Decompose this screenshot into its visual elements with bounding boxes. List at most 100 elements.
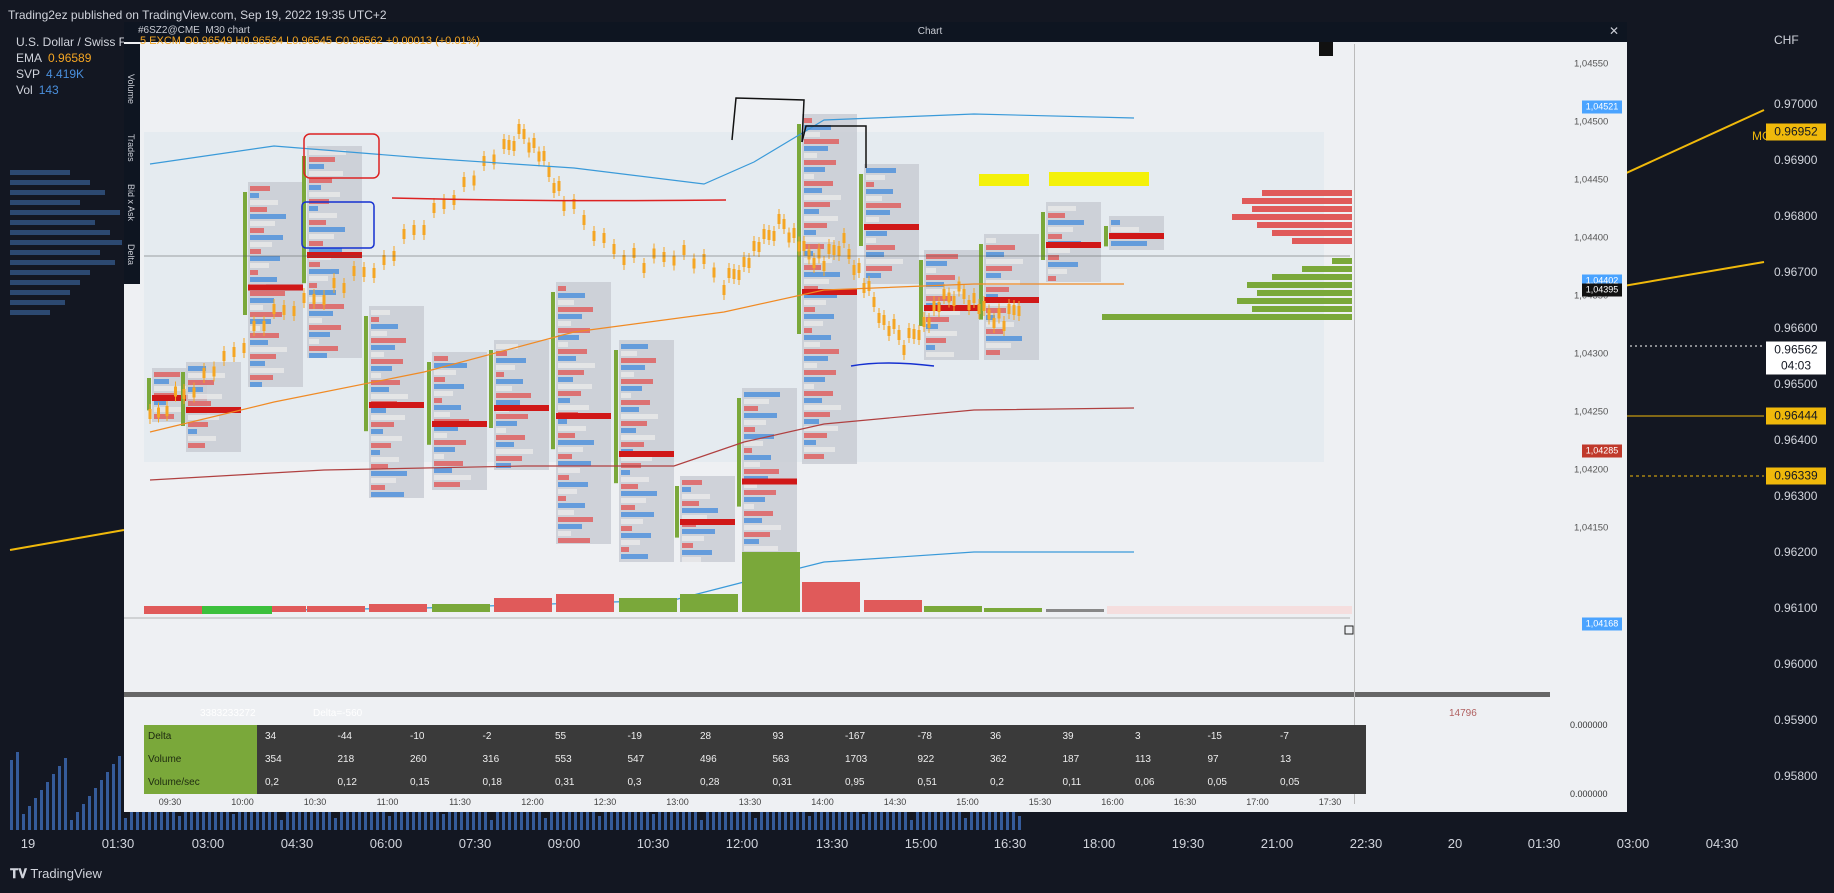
cluster-level bbox=[986, 322, 1014, 327]
time-tick: 13:30 bbox=[815, 836, 849, 851]
stats-cell: 0,95 bbox=[845, 777, 865, 788]
outer-volume-bar bbox=[340, 810, 343, 830]
outer-volume-bar bbox=[604, 808, 607, 830]
candle-body bbox=[897, 330, 901, 340]
candle-body bbox=[192, 387, 196, 398]
svp-value: 4.419K bbox=[46, 67, 85, 81]
candle-body bbox=[872, 297, 876, 307]
cluster-level bbox=[558, 398, 570, 403]
legend-svp[interactable]: SVP 4.419K bbox=[16, 66, 149, 82]
tradingview-logo[interactable]: 𝐓𝐕 TradingView bbox=[10, 866, 102, 882]
pane-close-button[interactable] bbox=[1344, 625, 1354, 635]
cluster-poc bbox=[802, 289, 857, 295]
inner-price-axis[interactable]: 1,045501,045001,044501,044001,043501,043… bbox=[1568, 44, 1626, 804]
cluster-level bbox=[558, 482, 588, 487]
close-icon[interactable]: ✕ bbox=[1608, 24, 1619, 38]
cluster-level bbox=[804, 209, 819, 214]
cluster-level bbox=[804, 237, 835, 242]
candle-body bbox=[877, 313, 881, 323]
cluster-level bbox=[558, 447, 583, 452]
inner-symbol[interactable]: #6SZ2@CME M30 chart bbox=[138, 25, 250, 36]
cluster-level bbox=[682, 501, 699, 506]
vwap-lower bbox=[149, 407, 1135, 481]
candle-body bbox=[502, 139, 506, 149]
stats-cell: 0,2 bbox=[265, 777, 279, 788]
outer-volume-bar bbox=[556, 802, 559, 830]
candle-body bbox=[652, 248, 656, 259]
tab-volume[interactable]: Volume bbox=[126, 74, 136, 105]
candle-body bbox=[222, 351, 226, 361]
cluster-level bbox=[434, 433, 447, 438]
price-tick: 0.96000 bbox=[1774, 657, 1818, 671]
candle-body bbox=[867, 281, 871, 291]
price-tick: 0.96200 bbox=[1774, 545, 1818, 559]
cluster-level bbox=[496, 428, 506, 433]
cluster-level bbox=[804, 216, 838, 221]
cluster-level bbox=[558, 314, 582, 319]
cluster-level bbox=[621, 491, 657, 496]
cluster-level bbox=[434, 377, 445, 382]
cluster-level bbox=[804, 321, 823, 326]
inner-side-tabs[interactable]: Volume Trades Bid x Ask Delta bbox=[124, 44, 140, 284]
cluster-level bbox=[371, 366, 392, 371]
candle-body bbox=[262, 321, 266, 331]
inner-price-tick: 1,04250 bbox=[1574, 406, 1609, 418]
cluster-level bbox=[250, 228, 264, 233]
tab-trades[interactable]: Trades bbox=[126, 134, 136, 162]
price-tag: 0.96444 bbox=[1766, 407, 1826, 425]
price-tick: 0.96800 bbox=[1774, 209, 1818, 223]
scrollbar[interactable] bbox=[124, 692, 1550, 697]
footprint-chart-window[interactable] bbox=[124, 22, 1627, 812]
cluster-level bbox=[621, 470, 630, 475]
candle-body bbox=[747, 258, 751, 268]
outer-volume-bar bbox=[808, 816, 811, 830]
cluster-level bbox=[804, 146, 828, 151]
stats-row-label: Volume bbox=[144, 748, 257, 771]
cluster-level bbox=[804, 160, 836, 165]
legend-ema[interactable]: EMA 0.96589 bbox=[16, 50, 149, 66]
cluster-side-bar bbox=[147, 378, 151, 411]
outer-volume-bar bbox=[760, 810, 763, 830]
tab-bid-ask[interactable]: Bid x Ask bbox=[126, 184, 136, 222]
cluster-level bbox=[1048, 255, 1059, 260]
cluster-level bbox=[804, 139, 839, 144]
footprint-chart-canvas[interactable] bbox=[124, 22, 1627, 812]
cluster-level bbox=[558, 293, 585, 298]
symbol-legend: U.S. Dollar / Swiss Franc EMA 0.96589 SVP… bbox=[16, 34, 149, 98]
inner-time-tick: 12:30 bbox=[593, 797, 617, 807]
cluster-level bbox=[621, 428, 636, 433]
cluster-level bbox=[309, 157, 335, 162]
cluster-level bbox=[154, 372, 180, 377]
candle-body bbox=[547, 167, 551, 177]
profile-bar bbox=[1272, 274, 1352, 280]
tab-delta[interactable]: Delta bbox=[126, 244, 136, 266]
time-tick: 07:30 bbox=[458, 836, 492, 851]
footer-bar bbox=[0, 862, 1834, 893]
candle-body bbox=[902, 345, 906, 355]
stats-cell: -19 bbox=[627, 731, 642, 742]
cluster-level bbox=[309, 262, 320, 267]
candle-body bbox=[202, 368, 206, 378]
candle-body bbox=[847, 249, 851, 259]
footer-right-bar bbox=[1107, 606, 1352, 614]
main-time-axis[interactable]: 19 01:30 03:00 04:30 06:00 07:30 09:00 10:30 12:… bbox=[0, 832, 1834, 860]
legend-vol[interactable]: Vol 143 bbox=[16, 82, 149, 98]
stats-cell: 1703 bbox=[845, 754, 868, 765]
inner-time-axis[interactable]: 09:30 10:00 10:30 11:00 11:30 12:00 12:30 13:00… bbox=[144, 796, 1568, 810]
inner-interval[interactable]: M30 chart bbox=[205, 25, 250, 36]
cluster-level bbox=[496, 463, 511, 468]
cluster-level bbox=[986, 301, 1017, 306]
candle-body bbox=[148, 409, 152, 419]
cluster-poc bbox=[1046, 242, 1101, 248]
time-tick: 09:00 bbox=[547, 836, 581, 851]
candle-body bbox=[932, 301, 936, 311]
delta-bar bbox=[864, 600, 922, 612]
inner-window-titlebar[interactable]: #6SZ2@CME M30 chart Chart ✕ bbox=[124, 22, 1627, 42]
main-price-axis[interactable]: CHF 0.97000 0.96900 0.96800 0.96700 0.96600 0… bbox=[1764, 30, 1834, 830]
outer-volume-bar bbox=[232, 814, 235, 830]
profile-bar bbox=[1262, 190, 1352, 196]
candle-body bbox=[382, 255, 386, 265]
cluster-side-bar bbox=[427, 362, 431, 445]
go-to-realtime-button[interactable] bbox=[1319, 42, 1333, 56]
cluster-level bbox=[250, 368, 284, 373]
